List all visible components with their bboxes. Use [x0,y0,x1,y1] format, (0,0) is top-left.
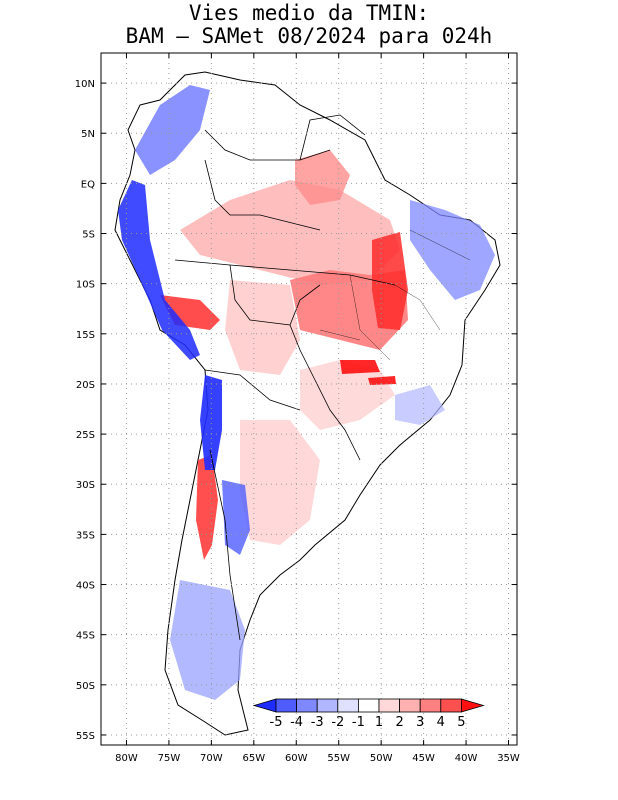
lon-tick-label: 45W [412,753,435,764]
bias-patch-chile [200,375,222,470]
bias-patch-pampa [240,420,320,545]
colorbar-label: 2 [395,715,403,730]
map-title-line1: Vies medio da TMIN: [188,1,430,25]
lat-tick-label: 55S [76,731,95,742]
lat-tick-label: 25S [76,430,95,441]
bias-patch-patagonia [170,580,245,700]
colorbar-label: -3 [311,715,324,730]
map-frame [100,52,518,746]
colorbar-label: 1 [375,715,383,730]
colorbar-swatch [316,698,339,713]
colorbar-label: -1 [352,715,365,730]
bias-patch-pacific-coast [118,180,200,360]
bias-patch-southeast [395,385,445,425]
colorbar-label: 3 [416,715,424,730]
colorbar-swatch [337,698,359,713]
lat-tick-label: 5N [81,129,95,140]
bias-patch-andes-west [196,455,218,560]
bias-patch-red-band [340,360,380,374]
bias-patch-colombia [135,85,210,175]
colorbar-label: -2 [331,715,344,730]
lon-tick-label: 40W [455,753,478,764]
map-title-line2: BAM – SAMet 08/2024 para 024h [125,24,493,48]
lat-tick-label: 50S [76,681,95,692]
lat-tick-label: 20S [76,380,95,391]
lon-tick-label: 60W [285,753,308,764]
colorbar-label: -4 [290,715,303,730]
lat-tick-label: 15S [76,330,95,341]
colorbar-arrow-high [460,698,485,713]
bias-patch-argentina-andes [222,480,250,555]
colorbar-label: -5 [270,715,283,730]
state-borders [319,229,471,361]
colorbar-swatch [419,698,442,713]
colorbar-swatch [275,698,298,713]
bias-patch-northeast [410,200,495,300]
lon-tick-label: 55W [327,753,350,764]
colorbar: -5 -4 -3 -2 -1 1 2 3 4 5 [252,698,485,730]
colorbar-swatch [296,698,318,713]
bias-patch-amazon [180,180,400,285]
colorbar-label: 5 [457,715,465,730]
lon-tick-label: 65W [243,753,266,764]
country-borders [174,114,396,641]
map-gridlines [101,53,517,745]
lon-tick-label: 35W [497,753,520,764]
lon-tick-label: 75W [158,753,181,764]
latitude-axis: 10N 5N EQ 5S 10S 15S 20S 25S 30S 35S 40S 45S 50S 55S [75,79,517,742]
lat-tick-label: 10S [76,280,95,291]
colorbar-swatch [357,698,380,713]
longitude-axis: 80W 75W 70W 65W 60W 55W 50W 45W 40W 35W [115,53,520,764]
colorbar-swatch [378,698,401,713]
lat-tick-label: 35S [76,530,95,541]
lon-tick-label: 80W [115,753,138,764]
lon-tick-label: 50W [370,753,393,764]
lat-tick-label: 30S [76,480,95,491]
bias-patch-red-band-2 [368,376,396,385]
bias-patch-center-west [225,280,300,375]
lat-tick-label: 5S [82,230,95,241]
lat-tick-label: 10N [75,79,95,90]
bias-patch-south-central [300,360,395,430]
lon-tick-label: 70W [200,753,223,764]
bias-patch-central-strong [372,232,408,330]
lat-tick-label: EQ [81,179,95,190]
bias-patch-north [295,150,350,205]
colorbar-swatch [440,698,462,713]
colorbar-label: 4 [437,715,445,730]
lat-tick-label: 45S [76,631,95,642]
lat-tick-label: 40S [76,581,95,592]
colorbar-swatch [399,698,421,713]
